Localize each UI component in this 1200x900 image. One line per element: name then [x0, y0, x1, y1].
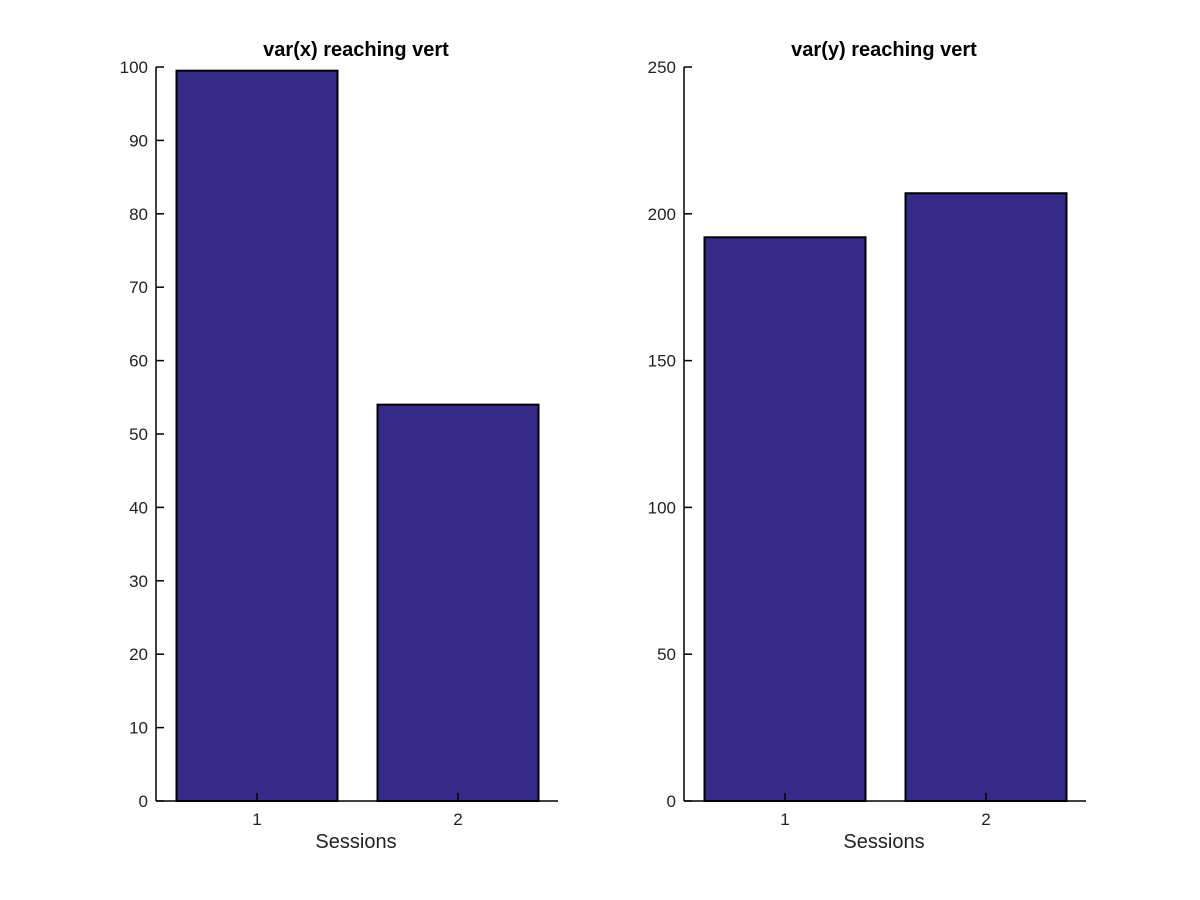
y-tick-label: 0 [139, 792, 148, 811]
bars-group [175, 69, 540, 803]
y-axis: 0 10 20 30 40 50 60 70 80 90 100 [120, 58, 164, 811]
y-tick-label: 200 [648, 205, 676, 224]
y-tick-label: 50 [657, 645, 676, 664]
y-tick-label: 30 [129, 572, 148, 591]
chart-title: var(x) reaching vert [263, 39, 449, 61]
y-tick-label: 50 [129, 425, 148, 444]
bar [703, 236, 867, 802]
chart-title: var(y) reaching vert [791, 39, 977, 61]
x-tick-label: 1 [780, 810, 789, 829]
x-axis-label: Sessions [843, 831, 924, 853]
y-tick-label: 10 [129, 719, 148, 738]
y-tick-label: 80 [129, 205, 148, 224]
y-tick-label: 90 [129, 131, 148, 150]
y-axis: 0 50 100 150 200 250 [648, 58, 692, 811]
bar [904, 192, 1068, 803]
bar [376, 403, 540, 802]
bar [175, 69, 339, 803]
x-tick-label: 2 [453, 810, 462, 829]
y-tick-label: 40 [129, 498, 148, 517]
y-tick-label: 100 [120, 58, 148, 77]
y-tick-label: 70 [129, 278, 148, 297]
subplot-left: var(x) reaching vert 0 10 20 30 40 50 60 70 80 90… [120, 39, 558, 853]
y-tick-label: 250 [648, 58, 676, 77]
y-tick-label: 60 [129, 352, 148, 371]
x-axis-label: Sessions [315, 831, 396, 853]
y-tick-label: 150 [648, 352, 676, 371]
y-tick-label: 0 [667, 792, 676, 811]
y-tick-label: 20 [129, 645, 148, 664]
bars-group [703, 192, 1068, 803]
y-tick-label: 100 [648, 498, 676, 517]
x-tick-label: 2 [981, 810, 990, 829]
x-tick-label: 1 [252, 810, 261, 829]
